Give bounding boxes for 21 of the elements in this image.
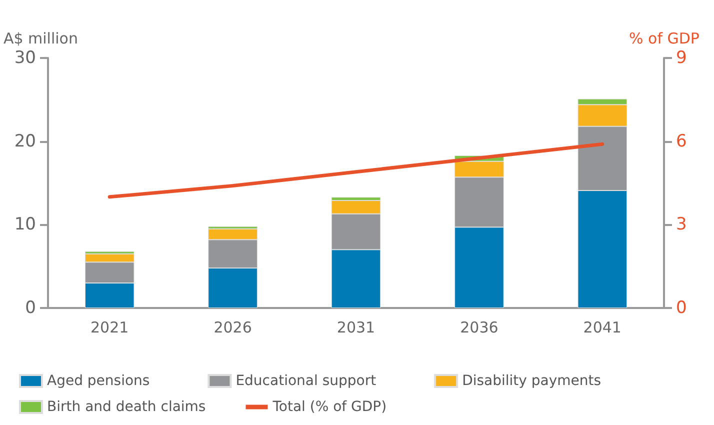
y2-axis-title: % of GDP [629, 30, 700, 48]
legend-label: Total (% of GDP) [272, 399, 387, 415]
x-tick-label: 2031 [336, 318, 376, 336]
legend-label: Aged pensions [47, 373, 150, 389]
y2-tick-label: 0 [676, 298, 687, 318]
x-tick-label: 2041 [583, 318, 622, 336]
y2-tick-label: 9 [676, 48, 687, 68]
y2-tick-label: 6 [676, 131, 687, 152]
legend-label: Educational support [236, 373, 377, 389]
line-series [108, 142, 604, 199]
y-tick-label: 30 [14, 48, 36, 68]
y-tick-label: 10 [14, 214, 36, 235]
y2-tick-label: 3 [676, 214, 687, 235]
legend-label: Birth and death claims [47, 399, 206, 415]
y-tick-label: 0 [25, 298, 36, 318]
legend-label: Disability payments [462, 373, 602, 389]
x-tick-label: 2021 [90, 318, 129, 336]
y-axis-title: A$ million [3, 30, 78, 48]
x-tick-label: 2026 [214, 318, 252, 336]
y-tick-label: 20 [14, 131, 36, 152]
x-tick-label: 2036 [460, 318, 498, 336]
